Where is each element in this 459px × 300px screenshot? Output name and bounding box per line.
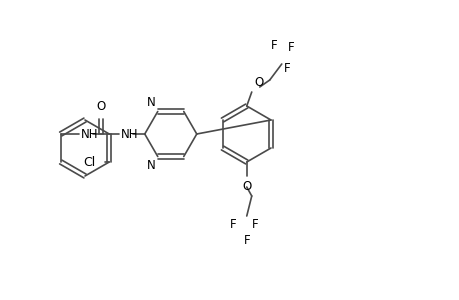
Text: F: F <box>283 62 290 75</box>
Text: N: N <box>147 97 156 110</box>
Text: O: O <box>241 180 251 193</box>
Text: F: F <box>251 218 258 230</box>
Text: N: N <box>147 158 156 172</box>
Text: F: F <box>287 41 294 54</box>
Text: NH: NH <box>81 128 98 140</box>
Text: F: F <box>230 218 236 230</box>
Text: F: F <box>270 39 276 52</box>
Text: NH: NH <box>121 128 138 140</box>
Text: O: O <box>96 100 105 113</box>
Text: Cl: Cl <box>83 155 95 169</box>
Text: F: F <box>243 234 250 247</box>
Text: O: O <box>254 76 263 89</box>
